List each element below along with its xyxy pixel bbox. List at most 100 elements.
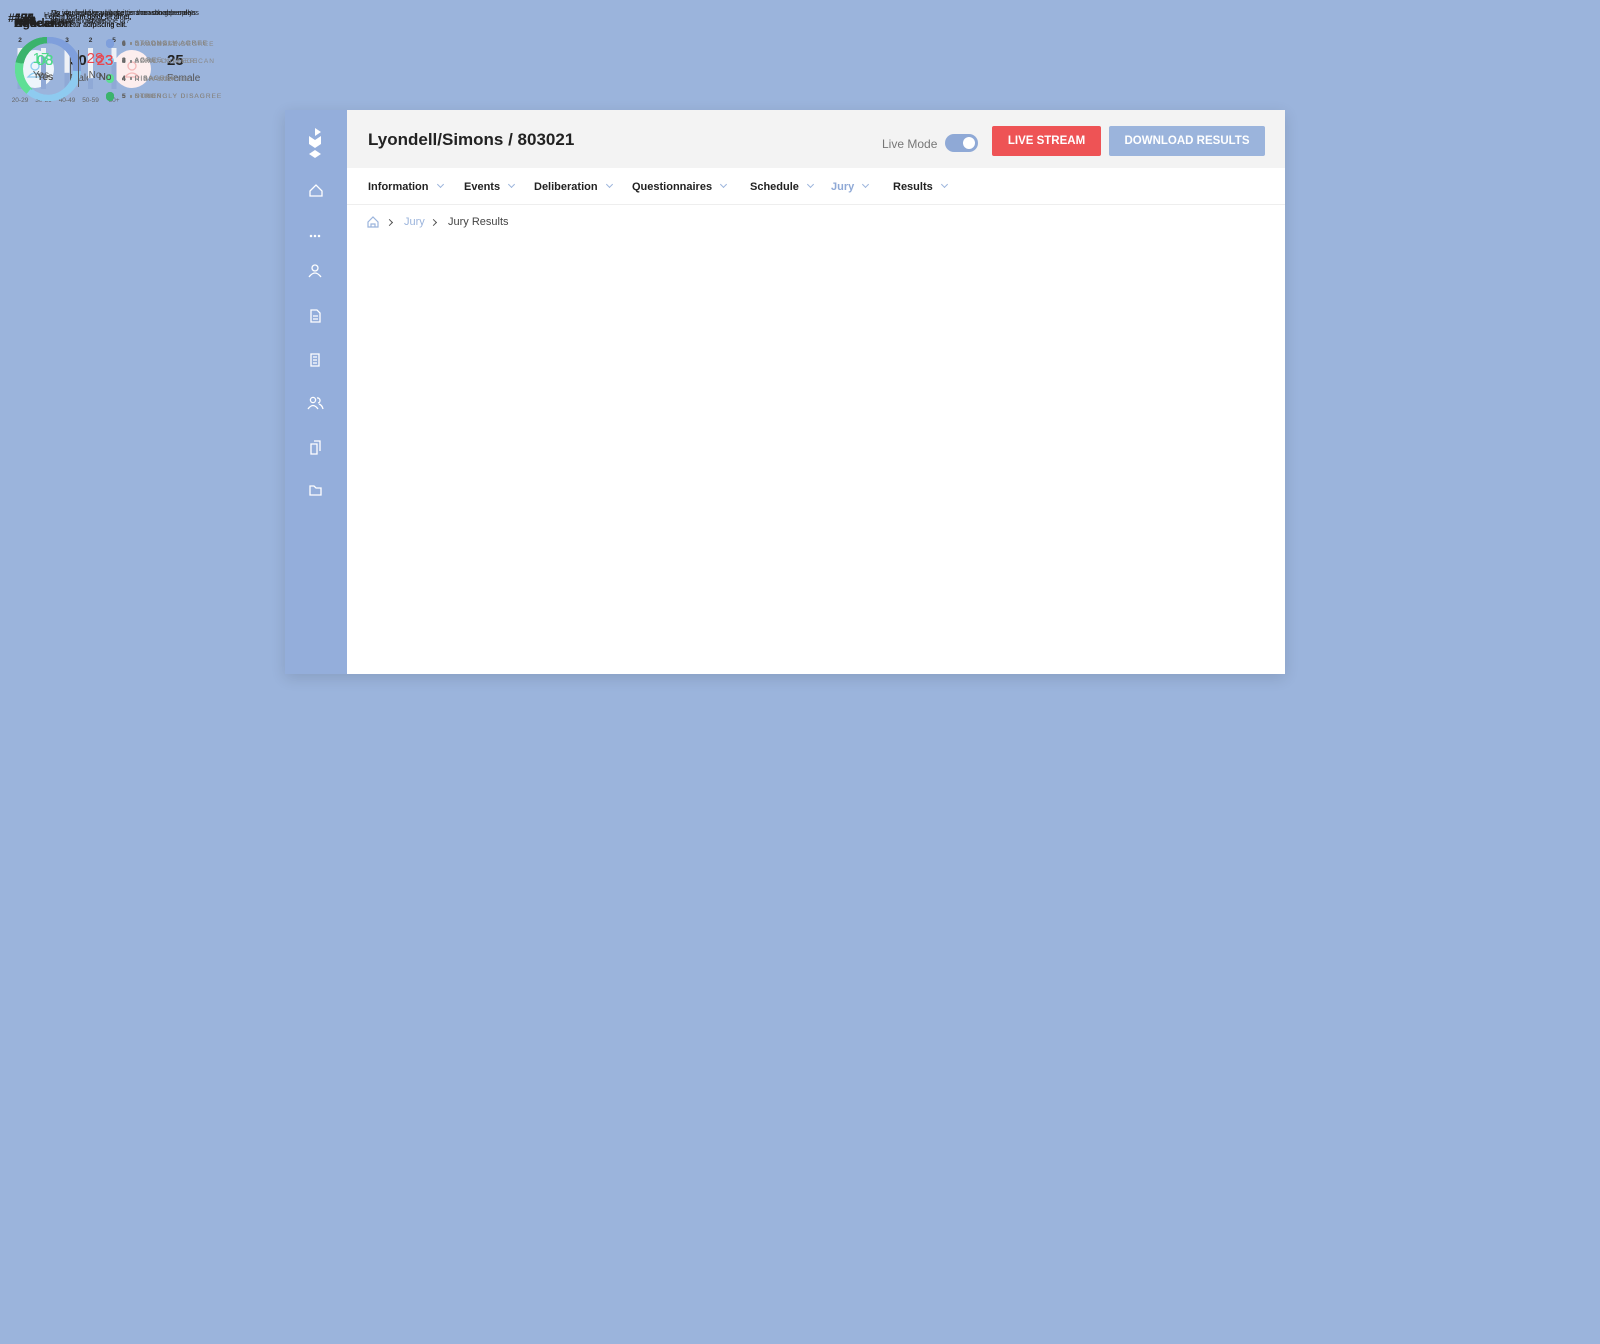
nav-item[interactable]: Results (893, 180, 948, 193)
no-label: No (98, 72, 112, 83)
legend-dot (106, 92, 114, 101)
sidebar (285, 110, 347, 674)
nav-item[interactable]: Information (368, 180, 444, 193)
yes-label: Yes (36, 72, 54, 83)
card: #38 Lorem ipsum dolor sit amet, consectet… (0, 14, 155, 1011)
card: #55 My ideas are usually better than othe… (0, 10, 221, 787)
question-text: Have you ever served on a jury? (44, 12, 122, 27)
gender-count: 25 (167, 52, 184, 69)
yes-count: 08 (36, 52, 54, 69)
breadcrumb-home[interactable] (366, 215, 380, 229)
nav-chevron (436, 180, 444, 189)
bar-track (88, 48, 93, 89)
copy-icon[interactable] (310, 440, 321, 455)
legend-label: OTHER (134, 93, 163, 100)
yes-label: Yes (32, 70, 50, 81)
legend-label: STRONGLY DISAGREE (134, 92, 223, 100)
group-icon[interactable] (307, 396, 324, 410)
legend-value: 5 (122, 92, 127, 100)
no-label: No (98, 72, 112, 83)
legend-label: STRONGLY DISAGREE (134, 92, 223, 100)
live-stream-button[interactable]: LIVE STREAM (992, 126, 1101, 156)
legend-label: AGREE (134, 57, 163, 65)
no-count: 23 (96, 52, 114, 69)
legend-value: 5 (122, 93, 127, 100)
legend-label: CAUCASIAN (134, 40, 182, 48)
card: #42 Lorem ipsum dolor sit amet, consectet… (0, 14, 156, 1233)
nav-item[interactable]: Schedule (750, 180, 814, 193)
card: #17 Have you ever served on a jury? 17 Yes 2… (0, 11, 138, 674)
nav-item[interactable]: Jury (831, 180, 870, 193)
card: Race 6 CAUCASIAN 8 AFRICAN AMERICAN 4 HISPANIC… (0, 16, 220, 336)
legend-label: AFRICAN AMERICAN (134, 58, 215, 65)
home-icon[interactable] (309, 184, 323, 197)
legend-value: 5 (122, 92, 127, 100)
icon-body (123, 72, 141, 78)
question-text: Lorem ipsum dolor sit amet, consectetur … (45, 14, 132, 29)
legend-value: 6 (122, 40, 127, 48)
bar (41, 56, 46, 89)
card: #40 Lorem ipsum dolor sit amet, consectet… (0, 14, 156, 1122)
legend-label: STRONGLY AGREE (134, 39, 208, 47)
legend-value: 6 (122, 39, 127, 47)
legend-dot (106, 39, 114, 47)
legend-value: 4 (122, 74, 127, 82)
bar-track (64, 48, 70, 89)
folder-icon[interactable] (309, 485, 322, 496)
legend-item: 5 STRONGLY DISAGREE (106, 92, 223, 101)
question-text: Do you believe a lawsuit is a reasonable… (51, 10, 199, 25)
legend-label: STRONGLY DISAGREE (134, 92, 223, 100)
bar-value: 2 (89, 37, 93, 44)
yes-count: 08 (36, 52, 54, 69)
divider (78, 50, 79, 87)
document-icon[interactable] (310, 309, 321, 323)
legend-value: 4 (122, 74, 127, 82)
legend-item: 6 STRONGLY AGREE (106, 39, 208, 47)
legend-value: 8 (122, 57, 127, 65)
question-number: #38 (16, 14, 37, 28)
building-icon[interactable] (310, 353, 320, 367)
card: #26 Do you believe a lawsuit is a reasona… (0, 10, 221, 561)
yes-count: 08 (36, 52, 54, 69)
x-tick-label: 50-59 (82, 97, 99, 104)
legend-value: 4 (122, 74, 127, 82)
page-title: Lyondell/Simons / 803021 (368, 130, 575, 149)
divider (70, 48, 71, 85)
card: Age 2 20-29 6 30-39 3 40-49 2 50-59 5 60+ (0, 16, 138, 224)
bar-value: 5 (112, 37, 116, 44)
legend-item: 4 DISAGREE (106, 74, 176, 83)
nav-item[interactable]: Events (464, 180, 516, 193)
legend-value: 6 (122, 39, 127, 47)
logo[interactable] (309, 128, 321, 158)
download-button[interactable]: DOWNLOAD RESULTS (1109, 126, 1265, 156)
question-text: Lorem ipsum dolor sit amet, consectetur … (45, 14, 132, 29)
nav-item[interactable]: Deliberation (534, 180, 613, 193)
legend-dot-sep (129, 59, 132, 62)
legend-value: 4 (122, 75, 127, 83)
legend-label: AGREE (134, 57, 163, 65)
nav-bar (347, 168, 1285, 205)
live-mode-toggle[interactable] (945, 134, 978, 152)
nav-item[interactable]: Questionnaires (632, 180, 728, 193)
icon-head (30, 61, 40, 71)
nav-chevron (940, 180, 948, 189)
more-icon[interactable] (309, 234, 321, 238)
x-tick-label: 60+ (108, 97, 119, 104)
question-number: #17 (8, 11, 29, 25)
person-icon (123, 61, 141, 78)
bar-value: 3 (65, 37, 69, 44)
legend-label: STRONGLY AGREE (134, 39, 208, 47)
sidebar-icons (307, 128, 324, 496)
no-label: No (88, 70, 102, 81)
card-title: Gender (14, 16, 57, 30)
user-icon[interactable] (308, 264, 322, 278)
legend-label: GRADUATE DEGREE (134, 40, 215, 48)
legend-label: NONE (134, 93, 158, 100)
question-number: #55 (14, 11, 35, 25)
gender-icon (113, 50, 151, 88)
bar (88, 78, 93, 89)
breadcrumb-link[interactable]: Jury (404, 216, 425, 228)
card: #44 Lorem ipsum dolor sit amet, consectet… (0, 14, 155, 1344)
legend-item: 8 AGREE (106, 56, 163, 65)
yes-count: 17 (32, 50, 50, 67)
